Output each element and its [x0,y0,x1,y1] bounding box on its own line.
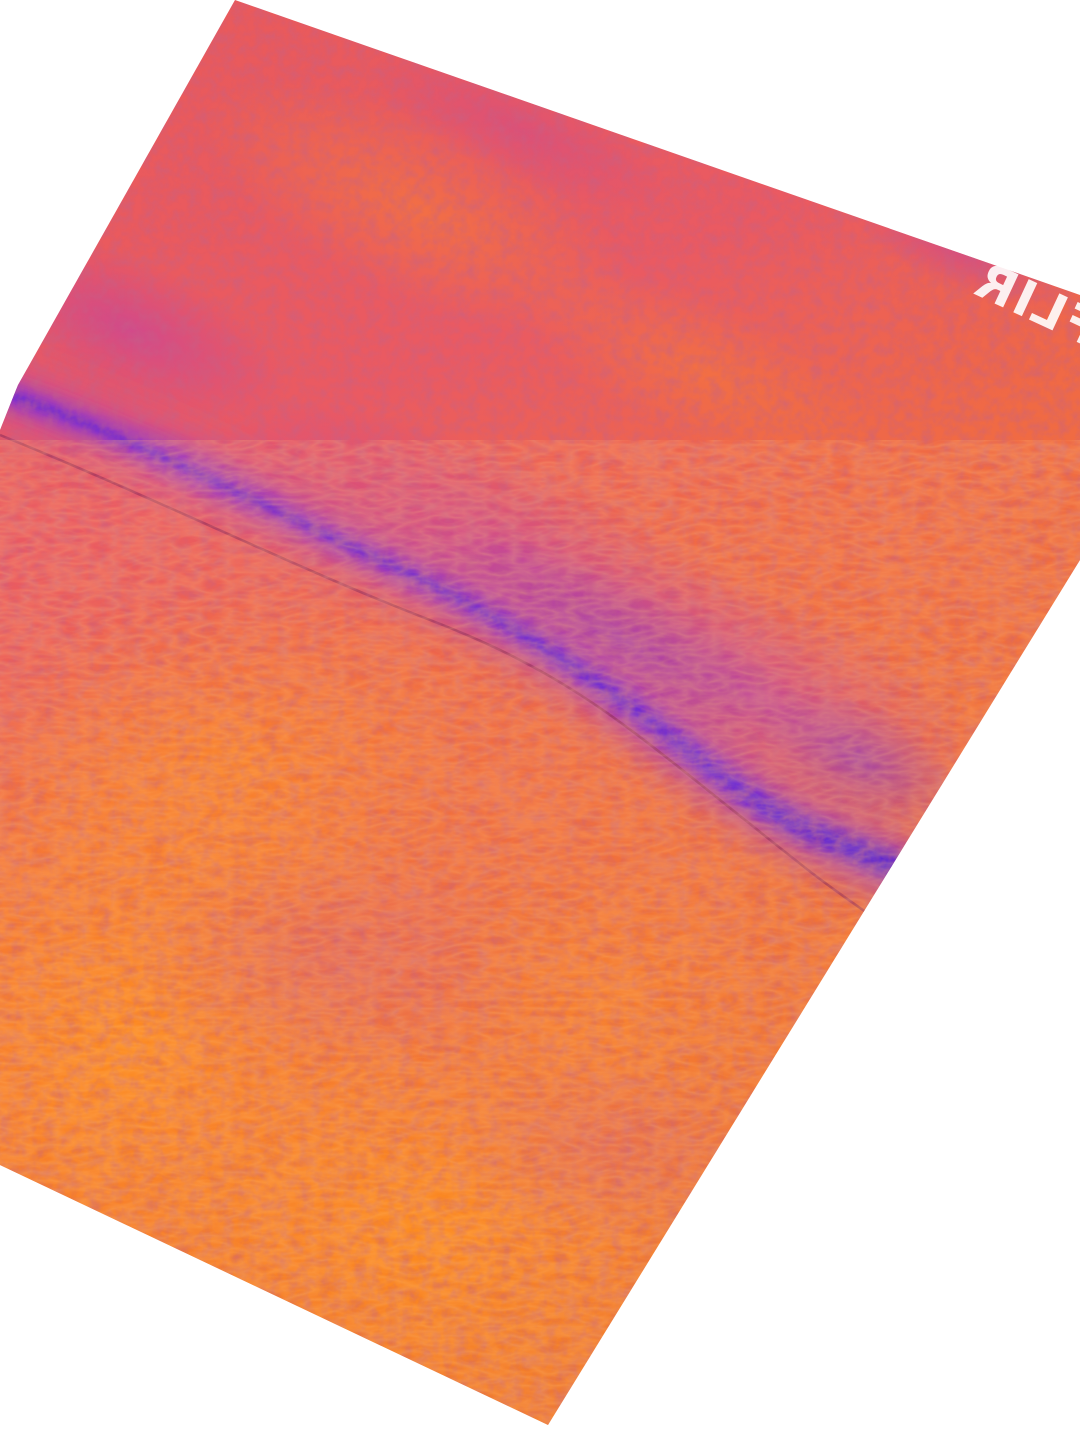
thermal-photo [0,0,1080,1425]
thermal-image-frame: FLIR [0,0,1080,1425]
thermal-image: FLIR [0,0,1080,1425]
